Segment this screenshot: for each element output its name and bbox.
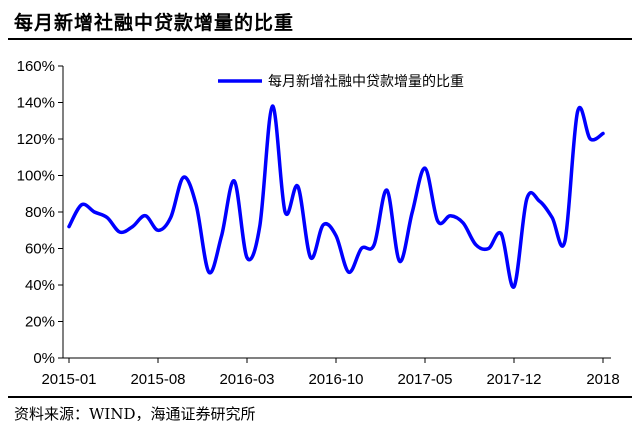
x-tick-label: 2018	[586, 371, 619, 388]
x-tick-label: 2015-08	[130, 371, 185, 388]
y-tick-label: 160%	[17, 58, 55, 75]
x-tick-label: 2016-03	[219, 371, 274, 388]
bottom-rule	[8, 396, 632, 398]
legend-label: 每月新增社融中贷款增量的比重	[268, 74, 464, 90]
source-note: 资料来源：WIND，海通证券研究所	[14, 405, 256, 423]
x-tick-label: 2015-01	[41, 371, 96, 388]
x-tick-label: 2016-10	[308, 371, 363, 388]
line-chart: 0% 20% 40% 60% 80% 100% 120% 140% 160% 2015-01 201…	[17, 58, 620, 388]
y-tick-label: 60%	[25, 241, 55, 258]
y-tick-label: 0%	[33, 350, 55, 367]
y-tick-label: 20%	[25, 314, 55, 331]
y-tick-label: 140%	[17, 95, 55, 112]
figure-title: 每月新增社融中贷款增量的比重	[14, 12, 295, 34]
y-tick-label: 40%	[25, 277, 55, 294]
y-tick-label: 120%	[17, 131, 55, 148]
y-tick-label: 80%	[25, 204, 55, 221]
x-tick-label: 2017-05	[397, 371, 452, 388]
y-tick-label: 100%	[17, 168, 55, 185]
top-rule	[8, 38, 632, 40]
x-tick-label: 2017-12	[486, 371, 541, 388]
series-line	[67, 104, 605, 289]
